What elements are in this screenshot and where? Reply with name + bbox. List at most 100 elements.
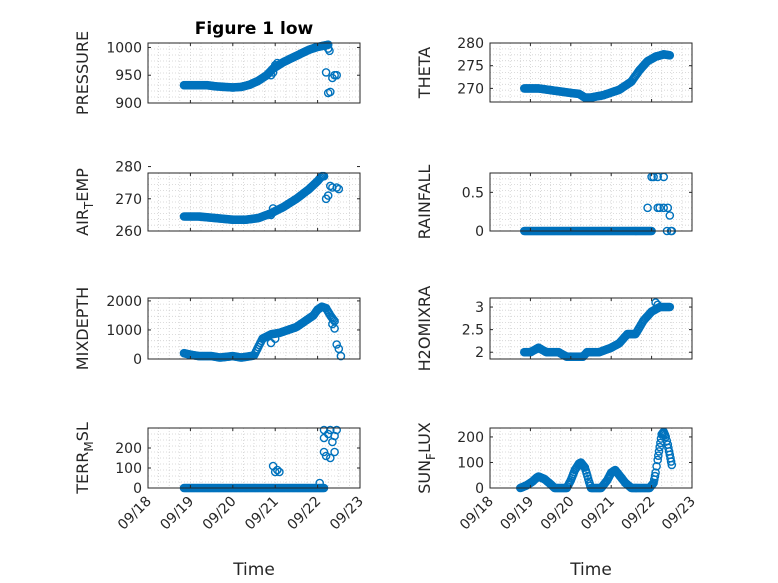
x-tick-label: 09/21 xyxy=(242,494,282,534)
data-point xyxy=(661,432,671,442)
y-tick-label: 270 xyxy=(115,192,142,208)
data-point xyxy=(667,460,677,470)
y-axis-label-subscript: F xyxy=(424,453,438,460)
data-point xyxy=(321,68,331,77)
y-axis-label-subscript: M xyxy=(82,441,96,451)
x-tick-label: 09/21 xyxy=(578,494,618,534)
data-point xyxy=(332,70,342,80)
y-axis-label: PRESSURE xyxy=(73,31,92,115)
y-tick-label: 2000 xyxy=(106,294,142,310)
data-point xyxy=(330,447,339,457)
data-point xyxy=(270,334,280,344)
panel-mixdepth: 0 1000 2000 MIXDEPTH xyxy=(73,287,361,370)
data-point xyxy=(325,453,335,463)
data-point xyxy=(653,455,663,465)
figure-title: Figure 1 low xyxy=(195,19,314,39)
y-tick-label: 200 xyxy=(115,441,142,457)
data-point xyxy=(665,211,675,220)
y-tick-label: 260 xyxy=(115,224,142,240)
data-point xyxy=(332,183,342,192)
axes-box xyxy=(489,427,693,489)
y-axis-label-subscript: T xyxy=(82,201,96,210)
data-point xyxy=(328,319,337,329)
x-tick-label: 09/19 xyxy=(157,494,197,534)
axes-box xyxy=(147,427,361,489)
y-axis-label-part: LUX xyxy=(415,422,434,453)
data-point xyxy=(653,300,663,310)
data-point xyxy=(332,340,342,349)
x-axis-label: Time xyxy=(232,560,275,580)
y-tick-label: 0 xyxy=(133,481,142,497)
y-axis-label: SUNFLUX xyxy=(415,422,438,494)
data-point xyxy=(330,324,339,333)
x-axis-label: Time xyxy=(569,560,612,580)
y-tick-label: 100 xyxy=(457,455,484,471)
x-tick-label: 09/20 xyxy=(538,494,578,534)
y-tick-label: 1000 xyxy=(106,40,142,56)
axes-box xyxy=(489,172,693,232)
panel-air_temp: 260 270 280 AIRTEMP xyxy=(73,160,361,240)
y-tick-label: 280 xyxy=(457,36,484,52)
series-markers xyxy=(179,302,346,362)
data-point xyxy=(270,60,280,70)
data-point xyxy=(665,51,675,60)
y-tick-label: 2 xyxy=(475,345,484,361)
y-tick-label: 950 xyxy=(115,68,142,84)
data-point xyxy=(655,442,665,452)
data-point xyxy=(651,298,660,307)
data-point xyxy=(334,184,344,194)
y-axis-label: MIXDEPTH xyxy=(73,287,92,370)
grid xyxy=(490,298,692,359)
data-point xyxy=(659,203,669,213)
data-point xyxy=(336,351,346,361)
panel-h2omixra: 2 2.5 3 H2OMIXRA xyxy=(415,286,693,372)
x-tick-label: 09/22 xyxy=(285,494,325,534)
y-tick-label: 0.5 xyxy=(462,185,484,201)
y-axis-label-part: SL xyxy=(73,422,92,441)
panel-pressure: 900 950 1000 PRESSURE Figure 1 low xyxy=(73,19,361,115)
y-axis-label: H2OMIXRA xyxy=(415,286,434,372)
data-point xyxy=(321,451,331,461)
x-tick-label: 09/22 xyxy=(619,494,659,534)
y-axis-label: RAINFALL xyxy=(415,165,434,240)
x-tick-label: 09/18 xyxy=(115,494,155,534)
data-point xyxy=(268,204,278,213)
data-point xyxy=(323,40,333,50)
y-tick-label: 200 xyxy=(457,430,484,446)
y-tick-label: 3 xyxy=(475,300,484,316)
y-tick-label: 100 xyxy=(115,461,142,477)
y-tick-label: 900 xyxy=(115,96,142,112)
data-point xyxy=(275,467,284,477)
x-tick-label: 09/20 xyxy=(200,494,240,534)
y-axis-label: AIRTEMP xyxy=(73,168,96,236)
series-markers xyxy=(179,40,342,98)
y-axis-label: TERRMSL xyxy=(73,422,96,495)
y-tick-label: 280 xyxy=(115,160,142,176)
y-axis-label: THETA xyxy=(415,47,434,99)
x-tick-label: 09/18 xyxy=(457,494,497,534)
panel-sun_flux: 09/18 09/19 09/20 09/21 09/22 09/23 0 100 200 SUN… xyxy=(415,422,699,580)
data-point xyxy=(323,44,333,53)
data-point xyxy=(315,478,325,488)
y-tick-label: 0 xyxy=(475,224,484,240)
data-point xyxy=(325,425,335,435)
data-point xyxy=(325,87,335,97)
series-markers xyxy=(520,298,675,362)
axes-box xyxy=(147,172,361,232)
y-axis-label-part: TERR xyxy=(73,452,92,495)
grid xyxy=(490,173,692,231)
data-point xyxy=(332,425,342,435)
data-point xyxy=(272,465,282,475)
y-tick-label: 0 xyxy=(133,352,142,368)
data-point xyxy=(663,203,673,213)
panel-theta: 270 275 280 THETA xyxy=(415,36,693,103)
y-tick-label: 0 xyxy=(475,481,484,497)
data-point xyxy=(655,203,665,213)
data-point xyxy=(272,58,282,68)
data-point xyxy=(643,203,652,213)
y-tick-label: 1000 xyxy=(106,323,142,339)
x-tick-label: 09/19 xyxy=(497,494,537,534)
data-point xyxy=(329,315,338,325)
y-tick-label: 270 xyxy=(457,81,484,97)
